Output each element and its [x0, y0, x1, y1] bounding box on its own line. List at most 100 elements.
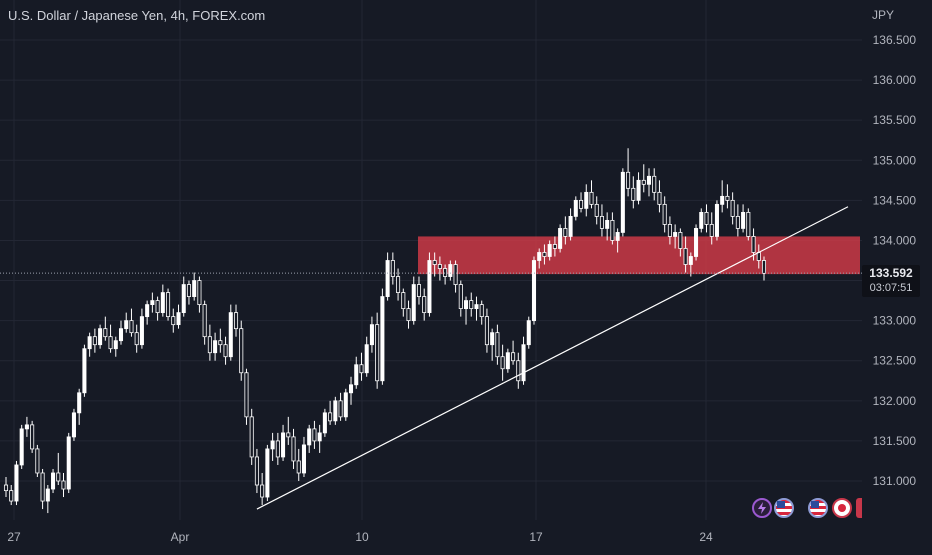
- candle: [197, 276, 202, 313]
- candle: [139, 308, 144, 349]
- candle-body-up: [19, 428, 24, 466]
- price-axis[interactable]: 136.500 136.000 135.500 135.000 134.500 134.0…: [873, 33, 917, 488]
- last-price-tag: 133.592 03:07:51: [862, 265, 920, 297]
- price-tick-label: 131.500: [873, 434, 917, 448]
- lightning-icon[interactable]: [752, 498, 772, 518]
- candle-body-down: [134, 332, 139, 346]
- candle: [56, 452, 61, 486]
- candle: [270, 432, 275, 461]
- candle: [213, 332, 218, 361]
- japan-flag-icon[interactable]: [832, 498, 852, 518]
- candle-body-down: [735, 215, 740, 229]
- candle-body-down: [657, 191, 662, 205]
- candle: [343, 388, 348, 421]
- candle: [322, 408, 327, 437]
- candle-body-up: [333, 400, 338, 422]
- candle: [542, 244, 547, 265]
- candle: [422, 288, 427, 321]
- candle: [77, 388, 82, 425]
- candle: [380, 288, 385, 385]
- candle: [207, 324, 212, 361]
- candle-body-up: [364, 344, 369, 374]
- candle-body-down: [730, 199, 735, 217]
- candle: [265, 444, 270, 502]
- candle: [24, 416, 29, 437]
- candle: [646, 168, 652, 197]
- time-tick-label: 17: [529, 530, 543, 544]
- candle-body-down: [359, 364, 364, 374]
- time-axis[interactable]: 27 Apr 10 17 24: [7, 530, 713, 544]
- candle-body-down: [589, 191, 594, 205]
- candle-body-down: [3, 484, 9, 492]
- us-flag-icon[interactable]: [774, 498, 794, 518]
- candle-body-up: [213, 340, 218, 354]
- candle: [437, 256, 442, 281]
- candle: [443, 264, 448, 285]
- candle: [427, 252, 432, 317]
- candle-body-down: [375, 324, 380, 382]
- candle: [505, 348, 510, 373]
- candle: [688, 252, 693, 277]
- candle-body-down: [709, 224, 714, 237]
- candle-body-up: [573, 199, 578, 217]
- candle-body-up: [620, 171, 625, 233]
- candle: [171, 308, 176, 333]
- candle-body-down: [30, 424, 35, 450]
- candle: [594, 196, 599, 225]
- candle-body-up: [474, 304, 479, 310]
- candle-body-down: [422, 296, 427, 314]
- candle-body-down: [103, 328, 108, 338]
- candle-body-up: [181, 284, 186, 314]
- candle: [620, 168, 625, 237]
- candle: [631, 176, 636, 209]
- candle-body-up: [51, 472, 56, 490]
- price-tick-label: 135.500: [873, 113, 917, 127]
- event-marker-icon[interactable]: [856, 498, 862, 518]
- candle: [51, 468, 56, 494]
- candle: [286, 416, 291, 445]
- candle: [166, 288, 171, 321]
- candle: [673, 224, 678, 249]
- candle: [406, 300, 411, 329]
- candle-body-down: [129, 320, 134, 334]
- us-flag-icon[interactable]: [808, 498, 828, 518]
- candle: [552, 236, 557, 257]
- candle: [254, 448, 259, 494]
- candle-body-up: [615, 232, 620, 241]
- candle-body-up: [584, 191, 589, 209]
- candle-body-up: [14, 464, 19, 502]
- candle-body-down: [218, 340, 223, 346]
- candle: [741, 204, 746, 233]
- candle-body-up: [139, 316, 144, 346]
- candle-body-up: [176, 312, 181, 326]
- candle-body-down: [479, 304, 484, 318]
- candle-body-up: [77, 392, 82, 414]
- candle: [155, 296, 160, 321]
- time-tick-label: Apr: [171, 530, 190, 544]
- candle-body-up: [87, 336, 92, 350]
- candle-body-up: [490, 332, 495, 346]
- candle: [181, 276, 186, 317]
- candle-body-down: [186, 284, 191, 297]
- price-tick-label: 135.000: [873, 153, 917, 167]
- candle-body-down: [495, 332, 500, 358]
- candle: [411, 276, 416, 325]
- candle: [558, 224, 563, 253]
- candle: [338, 392, 343, 421]
- price-tick-label: 136.000: [873, 73, 917, 87]
- candle-body-down: [631, 187, 636, 201]
- candle-body-up: [192, 280, 197, 297]
- candle-body-down: [291, 436, 296, 462]
- candle: [192, 272, 197, 301]
- candle-body-down: [338, 400, 343, 418]
- candle-body-down: [171, 316, 176, 326]
- candle: [359, 352, 364, 381]
- candle: [134, 324, 139, 353]
- candle-body-down: [761, 260, 767, 274]
- trendline-line: [256, 206, 849, 510]
- candle: [296, 448, 301, 481]
- candle-body-down: [249, 416, 254, 458]
- candle-body-down: [9, 490, 14, 502]
- time-tick-label: 24: [699, 530, 713, 544]
- candle: [244, 368, 249, 425]
